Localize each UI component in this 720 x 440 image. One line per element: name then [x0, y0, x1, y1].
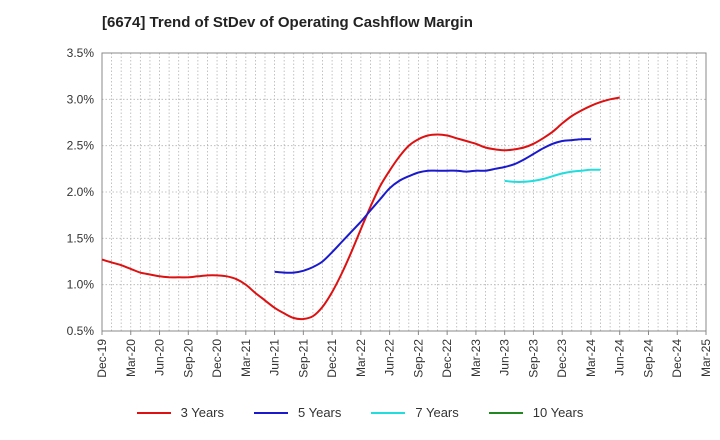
series-line-3-years: [101, 96, 620, 321]
y-tick-label: 3.5%: [67, 46, 95, 60]
y-tick-label: 2.5%: [67, 139, 95, 153]
legend-swatch: [254, 411, 288, 414]
x-tick-label: Jun-20: [153, 339, 167, 376]
legend: 3 Years 5 Years 7 Years 10 Years: [0, 405, 720, 420]
legend-label: 5 Years: [298, 405, 342, 420]
y-tick-label: 2.0%: [67, 185, 95, 199]
legend-item: 10 Years: [488, 405, 584, 420]
legend-swatch: [371, 411, 406, 414]
x-tick-label: Sep-21: [296, 339, 310, 378]
x-tick-label: Dec-22: [440, 339, 454, 378]
legend-label: 3 Years: [180, 405, 224, 420]
legend-swatch: [488, 411, 523, 414]
x-tick-label: Dec-21: [325, 339, 339, 378]
x-tick-label: Jun-23: [498, 339, 512, 376]
x-tick-label: Mar-21: [239, 339, 253, 377]
x-tick-label: Sep-20: [181, 339, 195, 378]
y-tick-label: 1.0%: [67, 278, 95, 292]
x-tick-label: Sep-24: [641, 339, 655, 378]
x-tick-label: Dec-19: [95, 339, 109, 378]
y-tick-label: 1.5%: [67, 231, 95, 245]
legend-item: 5 Years: [254, 405, 341, 420]
grid-lines: [102, 53, 706, 331]
plot-frame: [101, 52, 707, 332]
tick-labels: 0.5% 1.0% 1.5% 2.0% 2.5% 3.0% 3.5% Dec-19 Mar-20…: [67, 46, 713, 378]
series-lines: [101, 96, 620, 321]
x-tick-label: Mar-22: [354, 339, 368, 377]
x-tick-label: Mar-20: [124, 339, 138, 377]
chart-title: [6674] Trend of StDev of Operating Cashf…: [102, 14, 473, 31]
legend-swatch: [136, 411, 171, 414]
x-tick-label: Mar-24: [584, 339, 598, 377]
legend-label: 10 Years: [532, 405, 584, 420]
legend-item: 7 Years: [371, 405, 459, 420]
x-tick-label: Jun-22: [383, 339, 397, 376]
y-tick-label: 0.5%: [67, 324, 95, 338]
x-tick-label: Mar-23: [469, 339, 483, 377]
x-tick-label: Mar-25: [699, 339, 713, 377]
series-line-5-years: [274, 138, 592, 274]
y-tick-label: 3.0%: [67, 92, 95, 106]
x-tick-label: Sep-22: [411, 339, 425, 378]
axes: [101, 52, 707, 335]
x-tick-label: Dec-24: [670, 339, 684, 378]
x-tick-label: Jun-24: [613, 339, 627, 376]
x-tick-label: Dec-23: [555, 339, 569, 378]
legend-item: 3 Years: [136, 405, 224, 420]
x-tick-label: Sep-23: [526, 339, 540, 378]
series-line-7-years: [504, 168, 601, 183]
x-tick-label: Dec-20: [210, 339, 224, 378]
legend-label: 7 Years: [415, 405, 459, 420]
x-tick-label: Jun-21: [268, 339, 282, 376]
